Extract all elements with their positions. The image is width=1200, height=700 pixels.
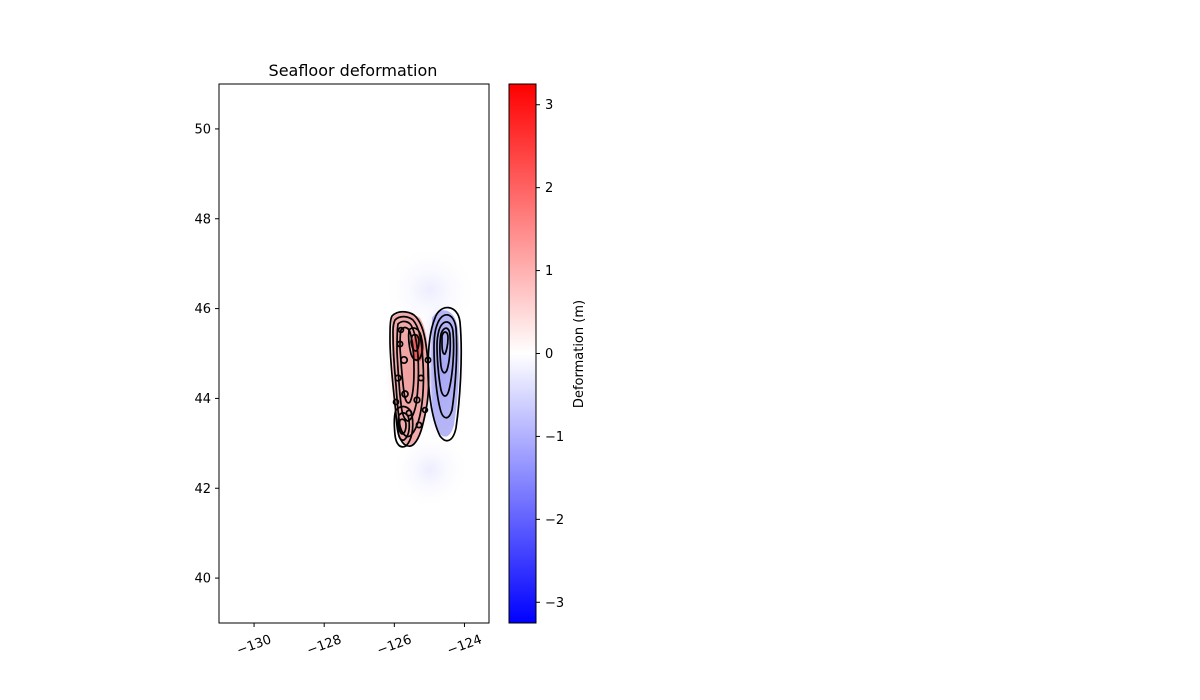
contour-line xyxy=(441,331,449,355)
contour-line xyxy=(436,321,455,397)
colorbar-tick-label: 2 xyxy=(545,181,553,196)
contour-line xyxy=(424,356,432,364)
contour-line xyxy=(399,355,409,365)
colorbar-ticks: −3 −2 −1 0 1 2 3 xyxy=(536,98,564,611)
colorbar-label: Deformation (m) xyxy=(572,300,587,408)
colorbar-tick-label: −3 xyxy=(545,596,564,611)
y-tick-label: 40 xyxy=(194,572,211,587)
contour-lines xyxy=(389,306,463,448)
contour-line xyxy=(405,409,413,417)
contour-line xyxy=(417,374,425,382)
contour-line xyxy=(401,390,409,398)
colorbar-tick-label: −1 xyxy=(545,430,564,445)
y-tick-label: 42 xyxy=(194,482,211,497)
x-tick-label: −124 xyxy=(445,632,484,658)
x-axis: −130 −128 −126 −124 xyxy=(235,623,484,659)
y-tick-label: 44 xyxy=(194,392,211,407)
chart-title: Seafloor deformation xyxy=(269,61,438,80)
deformation-field xyxy=(382,245,478,510)
x-tick-label: −130 xyxy=(235,632,274,658)
colorbar-tick-label: 0 xyxy=(545,347,553,362)
colorbar-tick-label: 1 xyxy=(545,264,553,279)
contour-line xyxy=(398,418,407,435)
x-tick-label: −126 xyxy=(375,632,414,658)
contour-line xyxy=(413,396,421,404)
contour-line xyxy=(421,406,429,414)
contour-line xyxy=(393,405,414,448)
colorbar-gradient xyxy=(509,84,536,623)
contour-line xyxy=(399,326,415,404)
y-axis: 40 42 44 46 48 50 xyxy=(194,122,219,587)
contour-line xyxy=(407,327,424,361)
contour-line xyxy=(397,326,405,334)
contour-line xyxy=(392,315,425,438)
x-tick-label: −128 xyxy=(305,632,344,658)
y-tick-label: 50 xyxy=(194,122,211,137)
contour-line xyxy=(433,314,458,419)
contour-line xyxy=(392,398,400,406)
contour-line xyxy=(389,310,430,447)
contour-line xyxy=(410,333,420,352)
colorbar-tick-label: 3 xyxy=(545,98,553,113)
y-tick-label: 48 xyxy=(194,212,211,227)
contour-line xyxy=(415,421,423,429)
contour-line xyxy=(394,374,402,382)
y-tick-label: 46 xyxy=(194,302,211,317)
axes-frame xyxy=(218,83,490,624)
plot-area xyxy=(218,83,490,624)
contour-line xyxy=(396,340,404,348)
colorbar: −3 −2 −1 0 1 2 3 Deformation (m) xyxy=(508,83,587,624)
contour-line xyxy=(439,327,452,374)
colorbar-tick-label: −2 xyxy=(545,513,564,528)
